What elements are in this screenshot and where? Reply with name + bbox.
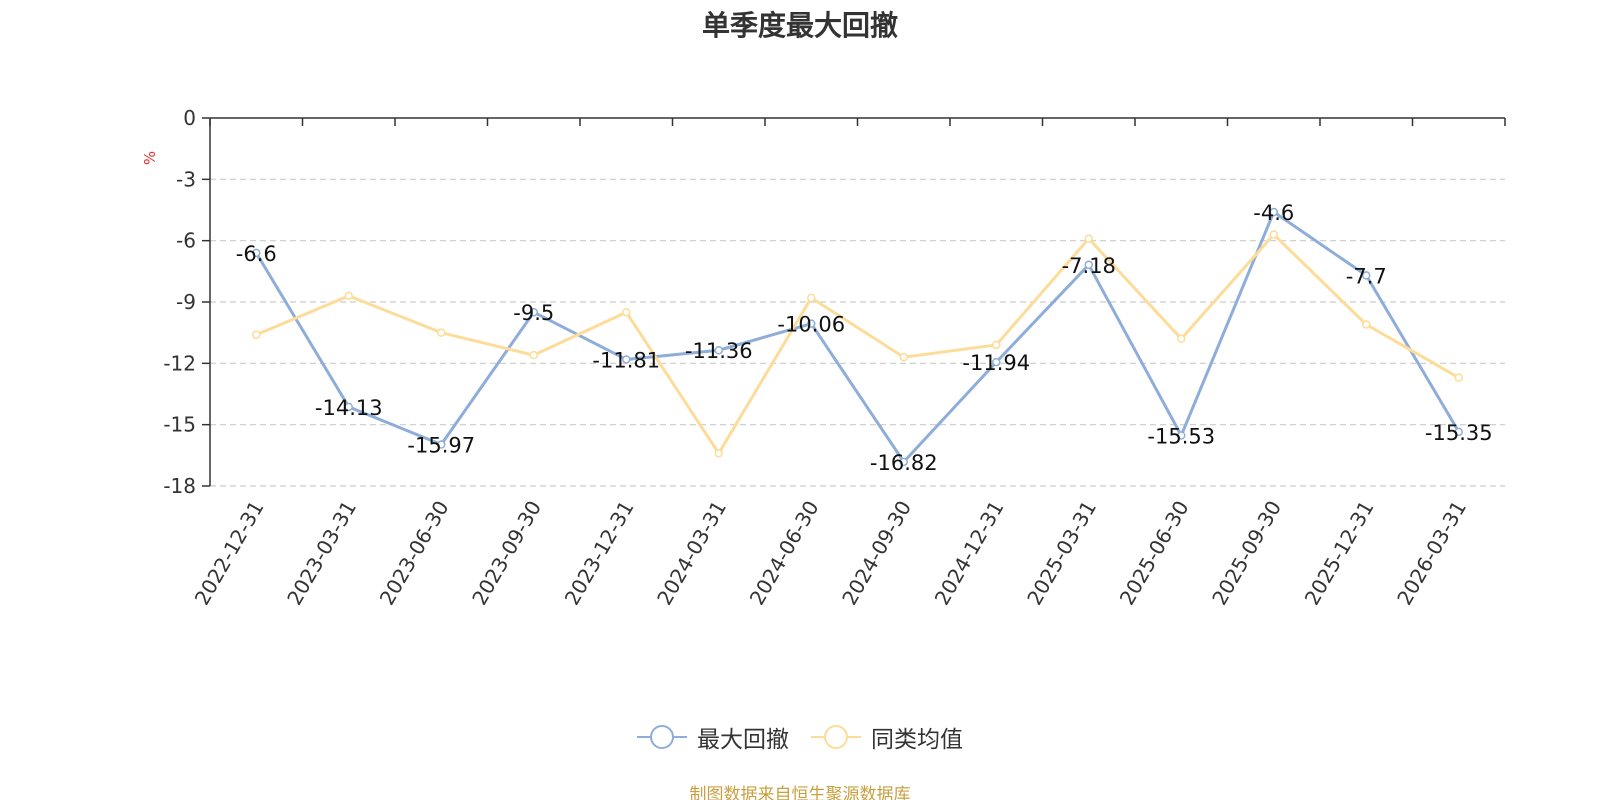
data-point <box>529 307 538 317</box>
series-layer <box>252 207 1463 467</box>
data-label: -10.06 <box>777 313 845 337</box>
data-label-layer: -6.6 -14.13 -15.97 -9.5 -11.81 -11.36 -10.06 -1… <box>236 201 1493 475</box>
data-point <box>899 457 908 467</box>
chart-title: 单季度最大回撤 <box>701 9 898 42</box>
legend-marker-icon <box>811 725 861 749</box>
data-point <box>1362 271 1371 280</box>
data-point <box>714 345 723 355</box>
data-point <box>1454 427 1463 437</box>
data-label: -16.82 <box>870 451 938 475</box>
data-point <box>714 449 723 458</box>
y-tick-label: 0 <box>183 106 196 130</box>
data-point <box>807 319 816 328</box>
data-point <box>1177 334 1186 344</box>
data-point <box>252 248 261 258</box>
data-point <box>1269 207 1278 217</box>
x-tick-label: 2024-12-31 <box>930 497 1009 610</box>
legend-item-peer-average[interactable]: 同类均值 <box>811 720 963 754</box>
data-label: -11.81 <box>592 348 660 372</box>
x-tick-label: 2025-09-30 <box>1207 497 1286 610</box>
data-label: -15.53 <box>1147 425 1215 449</box>
data-point <box>1177 431 1186 440</box>
data-point <box>252 330 261 339</box>
data-point <box>622 355 631 364</box>
data-point <box>1269 230 1278 239</box>
series-line-0 <box>254 210 1461 464</box>
data-point <box>437 440 446 449</box>
legend-label: 同类均值 <box>871 727 963 753</box>
x-tick-label: 2024-09-30 <box>837 497 916 610</box>
data-point <box>1454 373 1463 382</box>
y-tick-label: -15 <box>163 413 196 437</box>
data-label: -11.36 <box>685 339 753 363</box>
data-point <box>899 352 908 362</box>
data-label: -9.5 <box>513 301 554 325</box>
y-tick-label: -18 <box>163 474 196 498</box>
data-label: -15.35 <box>1425 421 1493 445</box>
data-point <box>1084 234 1093 243</box>
legend-circle-0 <box>650 725 674 749</box>
x-tick-label: 2023-03-31 <box>282 497 361 610</box>
x-tick-label: 2023-12-31 <box>560 497 639 610</box>
x-tick-label: 2025-06-30 <box>1115 497 1194 610</box>
data-point <box>529 350 538 360</box>
data-point <box>344 291 353 301</box>
x-tick-label: 2023-06-30 <box>375 497 454 610</box>
x-tick-label: 2025-03-31 <box>1022 497 1101 610</box>
data-point <box>992 357 1001 367</box>
data-label: -7.18 <box>1062 254 1116 278</box>
grid-layer <box>210 178 1505 487</box>
data-point <box>1362 320 1371 329</box>
data-point <box>1084 260 1093 270</box>
y-tick-label: -9 <box>176 290 196 314</box>
legend-circle-1 <box>824 725 848 749</box>
y-tick-label: -3 <box>176 167 196 191</box>
data-label: -15.97 <box>407 433 475 457</box>
x-tick-label: 2024-03-31 <box>652 497 731 610</box>
data-point <box>344 402 353 412</box>
data-point <box>992 340 1001 350</box>
x-tick-label: 2024-06-30 <box>745 497 824 610</box>
data-point <box>807 293 816 303</box>
data-source-note: 制图数据来自恒生聚源数据库 <box>689 785 911 800</box>
data-point <box>437 328 446 337</box>
legend-marker-icon <box>637 725 687 749</box>
data-label: -6.6 <box>236 242 277 266</box>
data-label: -14.13 <box>315 396 383 420</box>
data-label: -7.7 <box>1346 264 1387 288</box>
legend-item-max-drawdown[interactable]: 最大回撤 <box>637 720 789 754</box>
axis-layer: 0-3-6-9-12-15-18%2022-12-31 2023-03-31 202… <box>141 106 1506 610</box>
data-label: -4.6 <box>1253 201 1294 225</box>
legend: 最大回撤 同类均值 <box>0 720 1600 754</box>
x-tick-label: 2026-03-31 <box>1392 497 1471 610</box>
x-tick-label: 2025-12-31 <box>1300 497 1379 610</box>
data-point <box>622 307 631 317</box>
legend-label: 最大回撤 <box>697 727 789 753</box>
y-tick-label: -6 <box>176 229 196 253</box>
x-tick-label: 2022-12-31 <box>190 497 269 610</box>
y-tick-label: -12 <box>163 351 196 375</box>
series-line-1 <box>255 233 1460 455</box>
y-axis-unit-label: % <box>141 151 159 165</box>
data-label: -11.94 <box>962 351 1030 375</box>
x-tick-label: 2023-09-30 <box>467 497 546 610</box>
